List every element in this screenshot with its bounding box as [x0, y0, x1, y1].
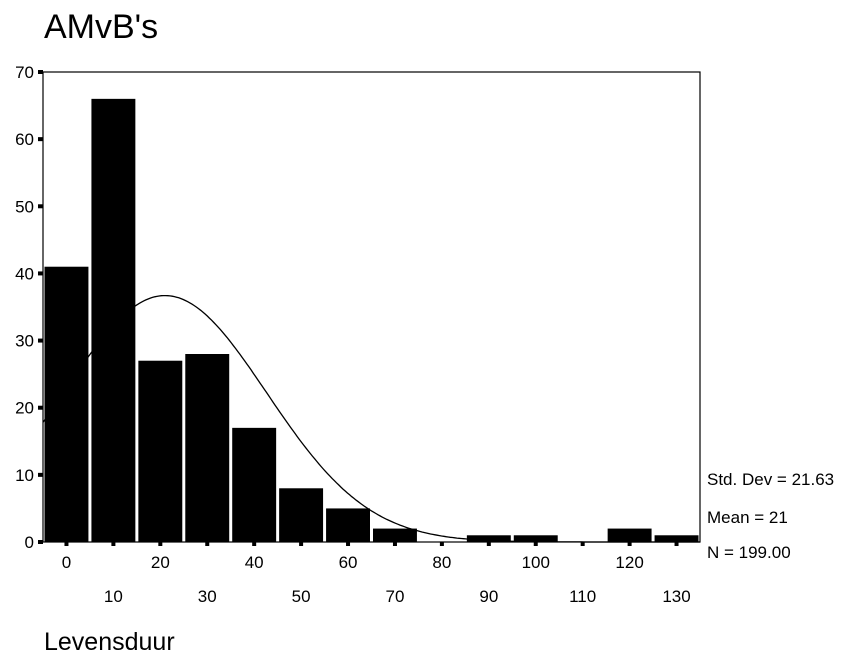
- x-tick-label: 110: [569, 587, 596, 606]
- x-tick-label: 90: [479, 587, 498, 606]
- x-tick-mark: [533, 542, 538, 546]
- y-tick-mark: [38, 204, 43, 209]
- x-tick-mark: [111, 542, 116, 546]
- x-tick-mark: [439, 542, 444, 546]
- x-tick-mark: [252, 542, 257, 546]
- n-label: N = 199.00: [707, 543, 791, 562]
- histogram-bar: [373, 528, 417, 542]
- y-tick-mark: [38, 338, 43, 343]
- x-tick-label: 50: [292, 587, 311, 606]
- x-tick-mark: [158, 542, 163, 546]
- histogram-bar: [654, 535, 699, 542]
- y-tick-mark: [38, 70, 43, 74]
- std-dev-label: Std. Dev = 21.63: [707, 470, 835, 489]
- x-tick-label: 10: [104, 587, 123, 606]
- x-tick-mark: [205, 542, 210, 546]
- y-tick-mark: [38, 472, 43, 477]
- histogram-bar: [185, 354, 230, 542]
- y-tick-label: 30: [15, 332, 34, 351]
- y-tick-mark: [38, 405, 43, 410]
- histogram-bar: [279, 488, 324, 542]
- x-tick-label: 130: [662, 587, 690, 606]
- y-tick-label: 20: [15, 399, 34, 418]
- y-tick-mark: [38, 540, 43, 544]
- x-tick-label: 0: [62, 553, 71, 572]
- histogram-bar: [466, 535, 511, 542]
- y-tick-label: 50: [15, 197, 34, 216]
- x-tick-mark: [580, 542, 585, 546]
- y-tick-label: 70: [15, 63, 34, 82]
- x-tick-mark: [299, 542, 304, 546]
- x-tick-mark: [674, 542, 679, 546]
- y-tick-label: 10: [15, 466, 34, 485]
- x-tick-label: 80: [432, 553, 451, 572]
- histogram-bar: [513, 535, 558, 542]
- plot-frame: [42, 71, 701, 543]
- y-tick-label: 0: [25, 533, 34, 552]
- histogram-bar: [138, 360, 183, 542]
- histogram-bar: [326, 508, 370, 542]
- x-axis-label: Levensduur: [44, 628, 175, 656]
- histogram-bar: [44, 266, 89, 542]
- x-tick-label: 120: [615, 553, 643, 572]
- x-tick-label: 60: [339, 553, 358, 572]
- x-tick-label: 70: [386, 587, 405, 606]
- histogram-bar: [607, 528, 652, 542]
- y-tick-mark: [38, 271, 43, 276]
- x-tick-label: 20: [151, 553, 170, 572]
- histogram-bar: [232, 427, 277, 542]
- y-tick-label: 40: [15, 264, 34, 283]
- mean-label: Mean = 21: [707, 508, 788, 527]
- x-tick-mark: [346, 542, 351, 546]
- x-tick-mark: [392, 542, 397, 546]
- x-tick-label: 40: [245, 553, 264, 572]
- x-tick-label: 30: [198, 587, 217, 606]
- x-tick-label: 100: [522, 553, 550, 572]
- histogram-bar: [91, 98, 136, 542]
- y-tick-label: 60: [15, 130, 34, 149]
- chart-title: AMvB's: [44, 8, 159, 46]
- x-tick-mark: [64, 542, 69, 546]
- y-tick-mark: [38, 137, 43, 142]
- x-tick-mark: [486, 542, 491, 546]
- x-tick-mark: [627, 542, 632, 546]
